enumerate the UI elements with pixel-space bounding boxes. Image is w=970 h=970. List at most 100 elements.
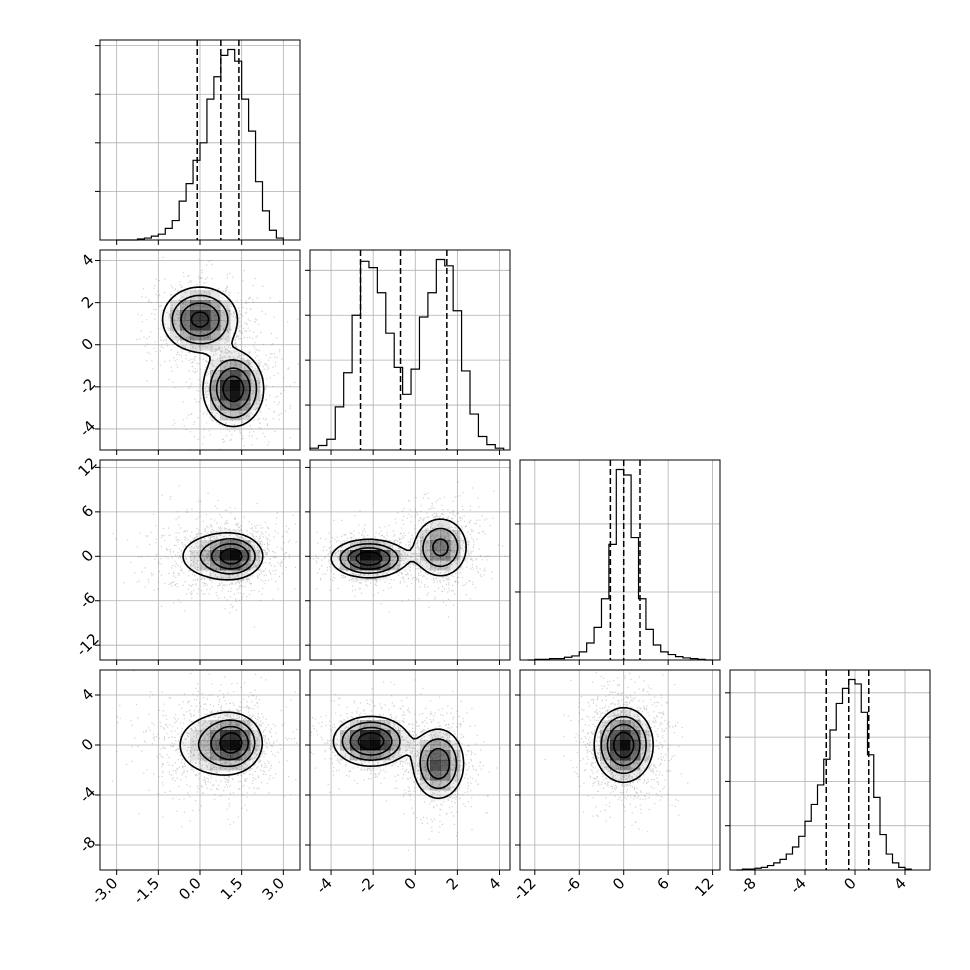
density-cell [390, 730, 401, 741]
density-cell [420, 780, 431, 791]
density-cell [210, 340, 221, 351]
density-cell [220, 370, 231, 381]
y-tick-label: 0 [78, 735, 97, 754]
density-cell [450, 770, 461, 781]
density-cell [250, 370, 261, 381]
density-cell [450, 530, 461, 541]
density-cell [340, 730, 351, 741]
density-cell [220, 530, 231, 541]
density-cell [230, 730, 241, 741]
density-cell [220, 380, 231, 391]
density-cell [600, 730, 611, 741]
density-cell [450, 540, 461, 551]
density-cell [220, 760, 231, 771]
axes-frame [729, 669, 931, 871]
density-cell [450, 550, 461, 561]
density-cell [250, 540, 261, 551]
density-cell [430, 540, 441, 551]
density-cell [220, 710, 231, 721]
contour-line [347, 538, 449, 570]
density-cell [340, 720, 351, 731]
y-tick-label: -8 [76, 833, 99, 856]
density-cell [340, 550, 351, 561]
density-cell [240, 380, 251, 391]
x-tick-label: 12 [691, 874, 717, 900]
density-cell [620, 750, 631, 761]
density-cell [350, 560, 361, 571]
density-cell [160, 310, 170, 320]
contour-line [357, 732, 385, 751]
axes-frame [519, 459, 721, 661]
density-cell [190, 300, 201, 311]
density-cell [230, 710, 241, 721]
axes-frame [309, 249, 511, 451]
density-cell [180, 290, 191, 301]
density-panel-0-3: -3.0 -1.5 0.0 1.5 3.0 -8 -4 0 4 [76, 669, 301, 908]
density-cell [200, 540, 211, 551]
contour-line [210, 543, 250, 570]
density-cell [380, 550, 391, 561]
density-cell [220, 320, 231, 331]
density-cell [180, 330, 191, 341]
density-cell [610, 770, 621, 781]
density-cell [380, 750, 391, 761]
density-cell [230, 560, 241, 571]
density-cell [230, 360, 241, 371]
density-cell [190, 740, 201, 751]
axes-frame [519, 669, 721, 871]
density-cell [170, 320, 181, 331]
density-cell [210, 560, 221, 571]
density-cell [250, 380, 261, 391]
density-cell [190, 550, 201, 561]
density-cell [420, 530, 431, 541]
density-cell [640, 760, 651, 771]
density-cell [430, 760, 441, 771]
density-cell [210, 390, 221, 401]
density-cell [230, 720, 241, 731]
density-cell [210, 310, 221, 321]
density-cell [380, 740, 391, 751]
density-cell [430, 750, 441, 761]
density-cell [360, 540, 371, 551]
density-cell [400, 730, 411, 741]
density-cell [410, 550, 421, 561]
density-panel-0-1: -4 -2 0 2 4 [76, 249, 301, 455]
density-cell [370, 730, 381, 741]
density-cell [600, 750, 611, 761]
density-cell [170, 310, 181, 321]
density-cell [450, 780, 461, 791]
density-cell [440, 760, 451, 771]
density-cell [210, 730, 221, 741]
density-cell [440, 750, 451, 761]
density-cell [200, 390, 210, 400]
density-cell [210, 740, 221, 751]
density-cell [600, 770, 610, 780]
y-tick-label: -4 [76, 417, 99, 440]
density-cell [240, 560, 251, 571]
density-cell [230, 540, 241, 551]
density-cell [430, 730, 441, 741]
density-cell [210, 320, 221, 331]
x-tick-label: 1.5 [217, 874, 247, 904]
density-cell [170, 300, 181, 311]
hist-panel-2 [515, 459, 721, 665]
histogram-step-0 [116, 48, 284, 241]
histogram-step-3 [736, 678, 912, 871]
y-tick-label: 4 [78, 685, 97, 704]
density-cell [220, 350, 231, 361]
density-cell [230, 530, 241, 541]
density-cell [370, 540, 381, 551]
density-cell [220, 560, 231, 571]
contour-line [199, 537, 256, 575]
density-cell [400, 740, 411, 751]
density-cell [230, 320, 240, 330]
density-cell [240, 400, 251, 411]
density-cell [340, 560, 351, 571]
y-tick-label: -4 [76, 783, 99, 806]
density-cell [240, 760, 251, 771]
density-cell [190, 310, 201, 321]
density-cell [420, 540, 431, 551]
density-cell [380, 730, 391, 741]
density-cell [210, 290, 221, 301]
